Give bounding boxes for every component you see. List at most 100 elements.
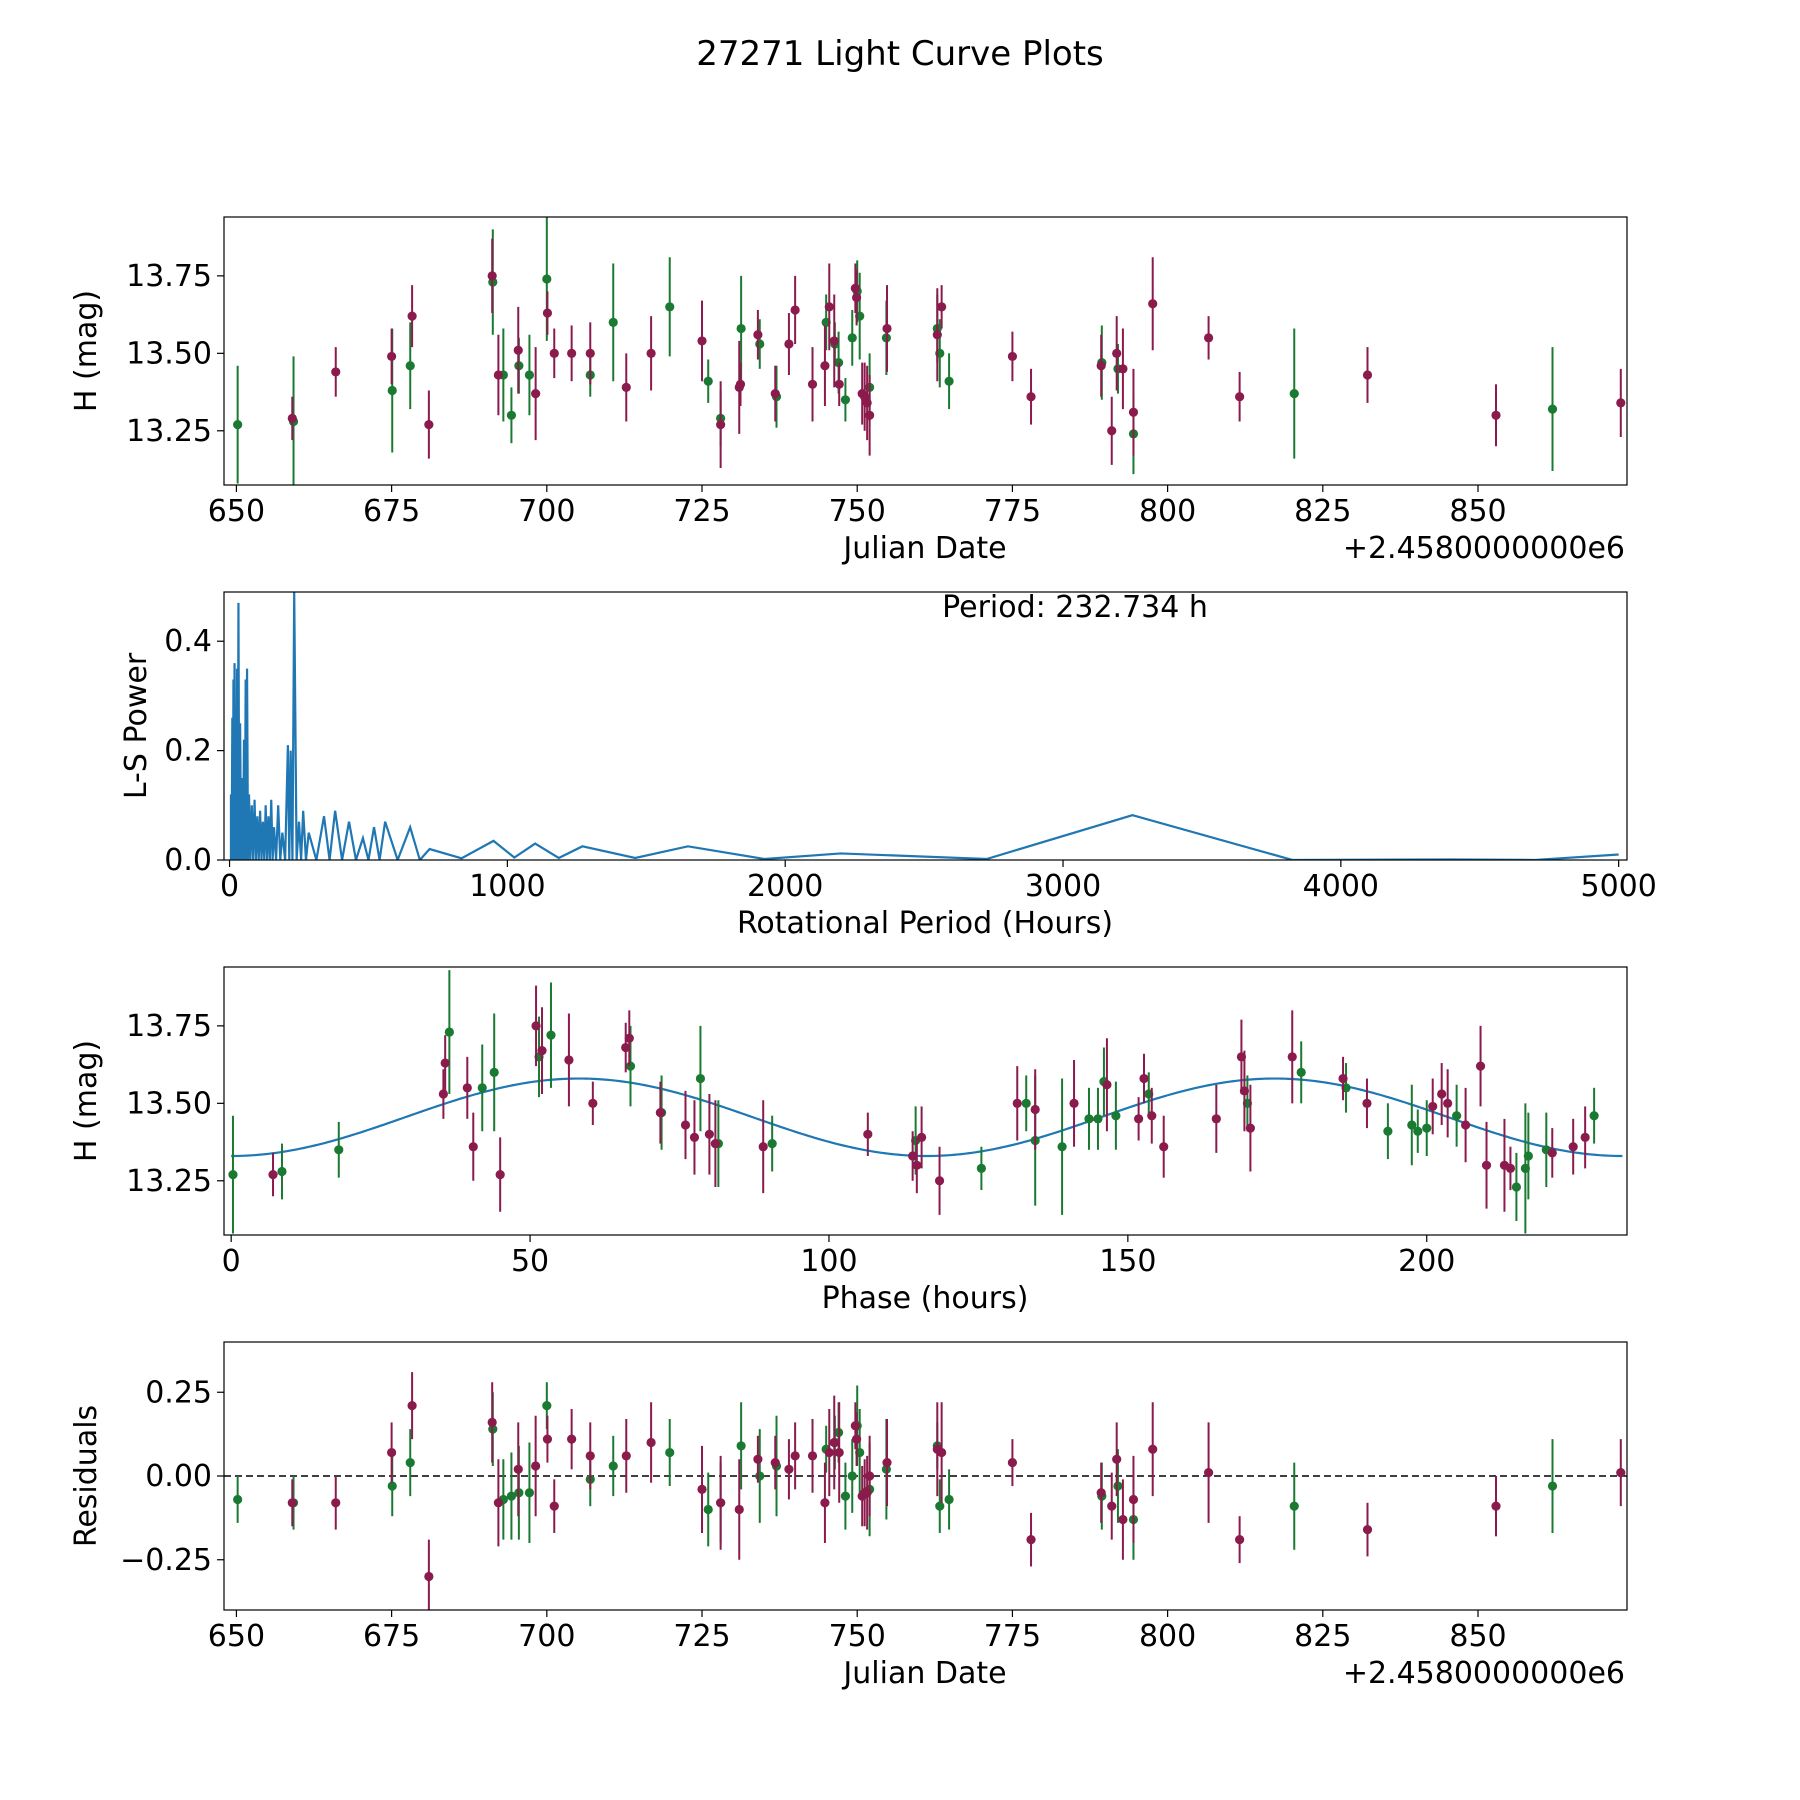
residuals-point	[1547, 1481, 1558, 1491]
phased-xtick-label: 100	[800, 1244, 857, 1279]
lightcurve-point	[287, 413, 297, 423]
lightcurve-point	[735, 379, 746, 389]
lightcurve-xtick-label: 700	[518, 494, 575, 529]
lightcurve-ytick-label: 13.25	[126, 414, 212, 449]
residuals-xtick-label: 800	[1139, 1619, 1196, 1654]
lightcurve-point	[387, 385, 397, 396]
residuals-point	[850, 1421, 860, 1431]
residuals-xtick-label: 750	[829, 1619, 886, 1654]
lightcurve-point	[753, 330, 763, 340]
residuals-axes-frame	[223, 1341, 1628, 1611]
residuals-point	[513, 1464, 523, 1474]
phased-point	[1030, 1104, 1040, 1115]
lightcurve-xtick-label: 725	[673, 494, 730, 529]
residuals-point	[753, 1454, 763, 1464]
lightcurve-point	[770, 389, 780, 399]
phased-point	[710, 1139, 720, 1149]
lightcurve-point	[1007, 351, 1018, 362]
lightcurve-xlabel: Julian Date	[841, 531, 1006, 566]
lightcurve-point	[932, 330, 942, 340]
lightcurve-xtick-label: 650	[208, 494, 265, 529]
residuals-point	[542, 1434, 553, 1444]
phased-point	[531, 1021, 541, 1031]
phased-point	[1452, 1111, 1462, 1121]
phased-point	[1589, 1111, 1599, 1121]
residuals-point	[1107, 1501, 1117, 1511]
lightcurve-point	[1107, 426, 1117, 436]
residuals-point	[585, 1451, 595, 1461]
lightcurve-point	[549, 348, 559, 358]
period-annotation: Period: 232.734 h	[942, 590, 1208, 625]
lightcurve-point	[387, 351, 397, 362]
lightcurve-point	[608, 317, 618, 327]
residuals-point	[287, 1498, 297, 1508]
phased-xtick-label: 0	[222, 1244, 241, 1279]
residuals-point	[1289, 1501, 1299, 1511]
phased-xtick-label: 150	[1099, 1244, 1156, 1279]
residuals-point	[665, 1447, 675, 1458]
residuals-point	[851, 1434, 862, 1444]
lightcurve-point	[424, 419, 434, 430]
phased-model-curve	[231, 1077, 1623, 1158]
phased-point	[1134, 1114, 1144, 1124]
residuals-point	[1148, 1444, 1158, 1454]
residuals-point	[1112, 1454, 1122, 1464]
residuals-point	[734, 1504, 744, 1515]
lightcurve-point	[506, 410, 517, 420]
lightcurve-point	[542, 274, 552, 284]
lightcurve-point	[646, 348, 656, 358]
phased-axes-frame	[223, 966, 1628, 1236]
figure-title: 27271 Light Curve Plots	[696, 34, 1104, 74]
phased-xtick-label: 200	[1398, 1244, 1455, 1279]
phased-point	[489, 1067, 499, 1077]
residuals-series-g-band	[233, 1382, 1558, 1560]
lightcurve-point	[790, 305, 800, 315]
residuals-point	[621, 1451, 631, 1461]
lightcurve-point	[407, 311, 417, 321]
residuals-point	[233, 1494, 243, 1505]
lightcurve-offset-label: +2.4580000000e6	[1343, 531, 1625, 566]
lightcurve-point	[882, 323, 892, 334]
periodogram-xtick-label: 2000	[747, 869, 823, 904]
residuals-point	[770, 1458, 780, 1468]
lightcurve-axes-frame	[223, 216, 1628, 486]
phased-point	[1443, 1098, 1453, 1108]
phased-point	[1568, 1142, 1578, 1152]
residuals-point	[703, 1504, 713, 1515]
lightcurve-point	[405, 361, 415, 371]
residuals-point	[820, 1498, 830, 1508]
lightcurve-series-g-band	[233, 217, 1558, 485]
residuals-ytick-label: 0.00	[145, 1459, 212, 1494]
lightcurve-point	[834, 379, 844, 389]
phased-point	[934, 1176, 945, 1186]
phased-point	[1287, 1052, 1297, 1062]
residuals-point	[697, 1484, 707, 1494]
lightcurve-point	[1547, 404, 1558, 414]
phased-point	[1296, 1067, 1306, 1077]
phased-point	[1547, 1148, 1557, 1158]
lightcurve-point	[824, 302, 834, 312]
phased-point	[1481, 1160, 1492, 1170]
phased-point	[495, 1169, 505, 1180]
lightcurve-point	[531, 389, 541, 399]
lightcurve-point	[331, 367, 341, 377]
phased-point	[1147, 1111, 1157, 1121]
lightcurve-point	[1491, 410, 1501, 420]
residuals-point	[716, 1498, 726, 1508]
lightcurve-point	[820, 361, 830, 371]
residuals-point	[1362, 1525, 1373, 1535]
phased-point	[468, 1142, 478, 1152]
residuals-point	[405, 1458, 415, 1468]
residuals-point	[1026, 1535, 1036, 1545]
lightcurve-point	[513, 345, 523, 355]
phased-point	[1159, 1142, 1169, 1152]
lightcurve-point	[1616, 398, 1626, 408]
lightcurve-point	[697, 336, 707, 346]
residuals-xtick-label: 825	[1294, 1619, 1351, 1654]
phased-panel: H (mag) Phase (hours) 0 50 100 150 200 13.25 1…	[69, 966, 1628, 1316]
residuals-point	[882, 1458, 892, 1468]
phased-point	[1111, 1111, 1121, 1121]
residuals-point	[608, 1461, 618, 1471]
residuals-point	[840, 1491, 851, 1501]
phased-point	[1245, 1123, 1255, 1133]
